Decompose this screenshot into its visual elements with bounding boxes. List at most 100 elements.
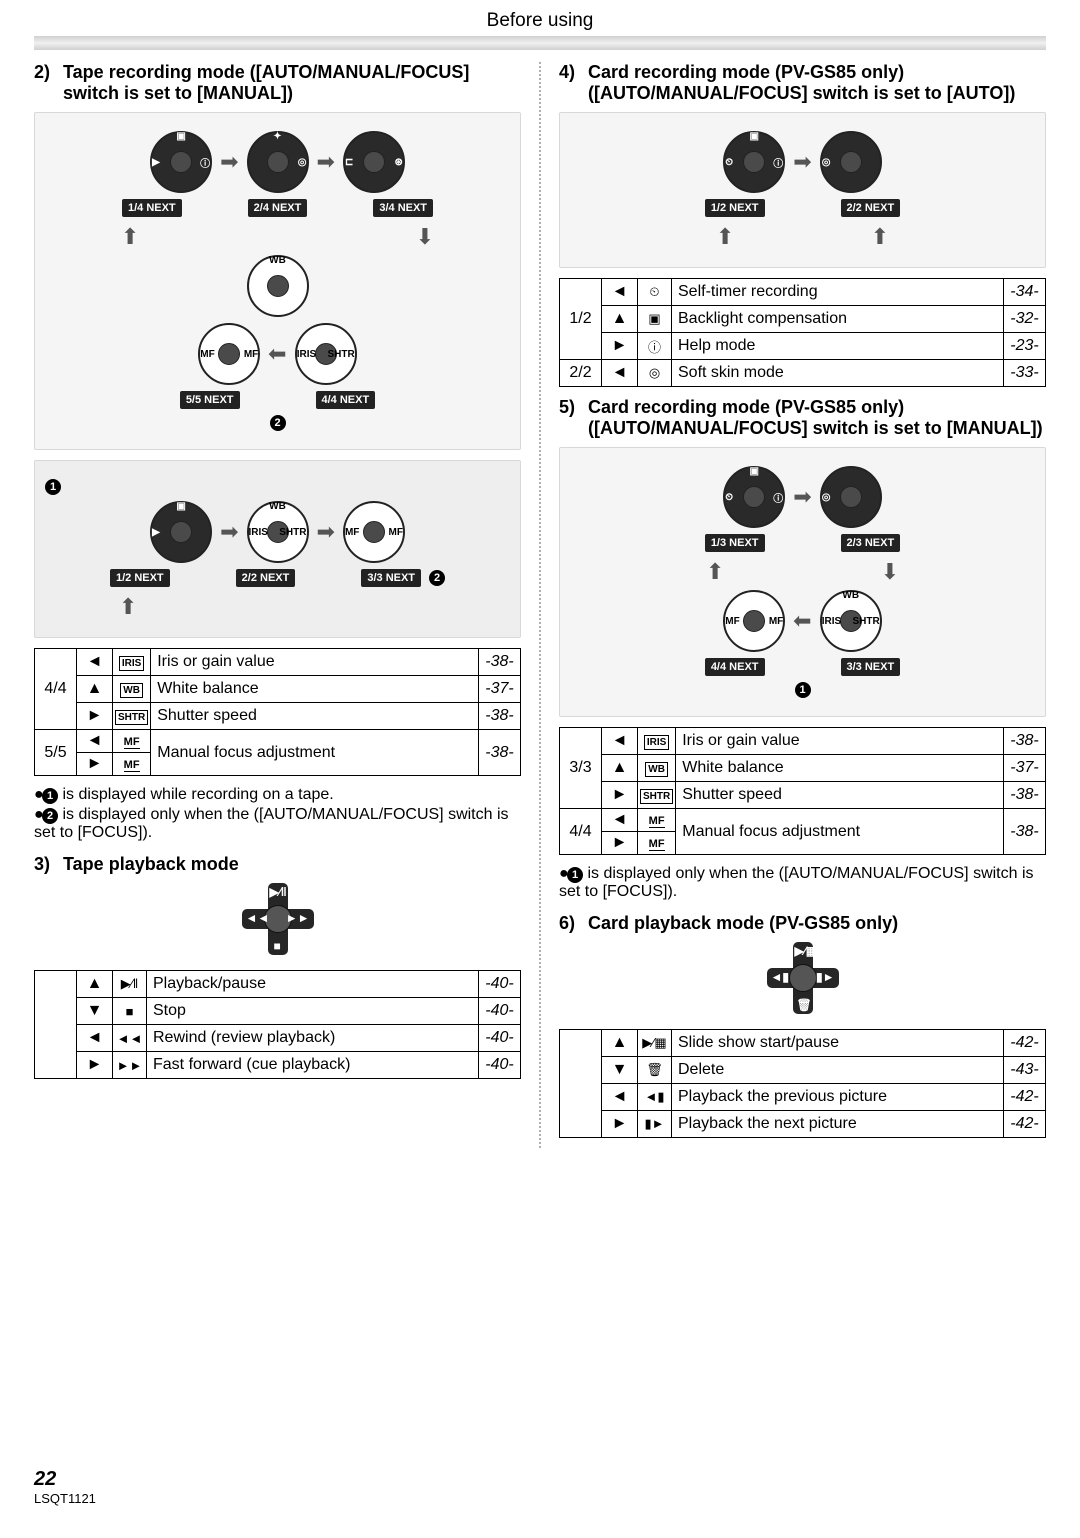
doc-code: LSQT1121 <box>34 1491 1046 1506</box>
shtr-icon: SHTR <box>115 710 148 725</box>
ref-cell: -43- <box>1004 1057 1046 1084</box>
table-row: ► ►► Fast forward (cue playback) -40- <box>35 1052 521 1079</box>
joystick-icon: MFMF <box>723 590 785 652</box>
joystick-icon: ◎ <box>820 131 882 193</box>
joystick-icon: ✦◎ <box>247 131 309 193</box>
next-tag: 1/2 NEXT <box>705 199 765 217</box>
table-row: ▼ 🗑 Delete -43- <box>560 1057 1046 1084</box>
joystick-icon: IRISSHTR <box>295 323 357 385</box>
label-cell: Soft skin mode <box>672 360 1004 387</box>
icon-cell: MF <box>113 730 151 753</box>
label-cell: White balance <box>676 755 1004 782</box>
table-row: ▲ WB White balance -37- <box>560 755 1046 782</box>
icon-cell: SHTR <box>113 703 151 730</box>
table-row: ◄ ◄◄ Rewind (review playback) -40- <box>35 1025 521 1052</box>
note-item: ●2 is displayed only when the ([AUTO/MAN… <box>34 806 521 842</box>
diagram-4: ▣⏲ⓘ ➡ ◎ 1/2 NEXT 2/2 NEXT ➡➡ <box>559 112 1046 268</box>
table-row: ◄ ◄▮ Playback the previous picture -42- <box>560 1084 1046 1111</box>
dir-cell: ▲ <box>602 306 638 333</box>
icon-cell: IRIS <box>113 649 151 676</box>
table-row: 3/3 ◄ IRIS Iris or gain value -38- <box>560 728 1046 755</box>
arrow-icon: ➡ <box>702 562 728 580</box>
page-footer: 22 LSQT1121 <box>34 1468 1046 1506</box>
next-tag: 2/2 NEXT <box>841 199 901 217</box>
dir-cell: ◄ <box>77 730 113 753</box>
table-section-5: 3/3 ◄ IRIS Iris or gain value -38- ▲ WB … <box>559 727 1046 855</box>
arrow-icon: ➡ <box>712 227 738 245</box>
next-tag: 2/4 NEXT <box>248 199 308 217</box>
label-cell: Slide show start/pause <box>672 1030 1004 1057</box>
arrow-icon: ➡ <box>793 149 811 175</box>
label-cell: Iris or gain value <box>676 728 1004 755</box>
dir-cell: ► <box>77 703 113 730</box>
label-cell: Playback the previous picture <box>672 1084 1004 1111</box>
icon-cell: MF <box>638 832 676 855</box>
dir-cell: ▼ <box>602 1057 638 1084</box>
column-divider <box>539 62 541 1148</box>
label-cell: Shutter speed <box>151 703 479 730</box>
section-number: 5) <box>559 397 583 418</box>
ref-cell: -42- <box>1004 1111 1046 1138</box>
note-item: ●1 is displayed only when the ([AUTO/MAN… <box>559 865 1046 901</box>
callout-1: 1 <box>795 682 811 698</box>
next-tag: 5/5 NEXT <box>180 391 240 409</box>
dir-cell: ◄ <box>602 728 638 755</box>
play-pause-icon: ▶⁄ǁ <box>113 971 147 998</box>
table-row: 4/4 ◄ IRIS Iris or gain value -38- <box>35 649 521 676</box>
ref-cell: -23- <box>1004 333 1046 360</box>
dir-cell: ▲ <box>602 1030 638 1057</box>
rewind-icon: ◄◄ <box>246 911 270 925</box>
dir-cell: ► <box>77 1052 113 1079</box>
help-icon: ⓘ <box>638 333 672 360</box>
page-number: 22 <box>34 1468 1046 1491</box>
delete-icon: 🗑 <box>638 1057 672 1084</box>
ref-cell: -40- <box>479 971 521 998</box>
notes-section-2: ●1 is displayed while recording on a tap… <box>34 786 521 842</box>
icon-cell: WB <box>638 755 676 782</box>
arrow-icon: ➡ <box>220 519 238 545</box>
table-row: 2/2 ◄ ◎ Soft skin mode -33- <box>560 360 1046 387</box>
arrow-icon: ➡ <box>317 149 335 175</box>
ref-cell: -32- <box>1004 306 1046 333</box>
dir-cell: ► <box>602 782 638 809</box>
rewind-icon: ◄◄ <box>113 1025 147 1052</box>
ref-cell: -42- <box>1004 1084 1046 1111</box>
joystick-icon: ▣⏲ⓘ <box>723 466 785 528</box>
dir-cell: ▲ <box>77 676 113 703</box>
dir-cell: ▼ <box>77 998 113 1025</box>
slideshow-icon: ▶⁄▦ <box>795 944 818 958</box>
table-row: ► SHTR Shutter speed -38- <box>560 782 1046 809</box>
table-row: ► ⓘ Help mode -23- <box>560 333 1046 360</box>
joystick-icon: WBIRISSHTR <box>247 501 309 563</box>
dir-cell: ► <box>602 1111 638 1138</box>
ref-cell: -38- <box>1004 809 1046 855</box>
label-cell: Fast forward (cue playback) <box>147 1052 479 1079</box>
section-text: Card recording mode (PV-GS85 only) ([AUT… <box>588 397 1045 439</box>
next-tag: 4/4 NEXT <box>316 391 376 409</box>
joystick-icon: WB <box>247 255 309 317</box>
ref-cell: -38- <box>479 649 521 676</box>
table-row: ▲ ▣ Backlight compensation -32- <box>560 306 1046 333</box>
section-text: Tape recording mode ([AUTO/MANUAL/FOCUS]… <box>63 62 520 104</box>
page-cell: 4/4 <box>35 649 77 730</box>
note-item: ●1 is displayed while recording on a tap… <box>34 786 521 804</box>
arrow-icon: ➡ <box>793 608 811 634</box>
section-text: Card recording mode (PV-GS85 only) ([AUT… <box>588 62 1045 104</box>
ref-cell: -38- <box>1004 728 1046 755</box>
dir-cell: ◄ <box>77 649 113 676</box>
arrow-icon: ➡ <box>117 227 143 245</box>
dir-cell: ► <box>602 333 638 360</box>
play-pause-icon: ▶⁄ǁ <box>270 885 287 899</box>
prev-icon: ◄▮ <box>638 1084 672 1111</box>
iris-icon: IRIS <box>119 656 144 671</box>
label-cell: Backlight compensation <box>672 306 1004 333</box>
section-number: 3) <box>34 854 58 875</box>
table-section-4: 1/2 ◄ ⏲ Self-timer recording -34- ▲ ▣ Ba… <box>559 278 1046 387</box>
softskin-icon: ◎ <box>638 360 672 387</box>
dir-cell: ► <box>77 753 113 776</box>
wb-icon: WB <box>120 683 143 698</box>
icon-cell: SHTR <box>638 782 676 809</box>
arrow-icon: ➡ <box>793 484 811 510</box>
forward-icon: ►► <box>113 1052 147 1079</box>
label-cell: Manual focus adjustment <box>676 809 1004 855</box>
